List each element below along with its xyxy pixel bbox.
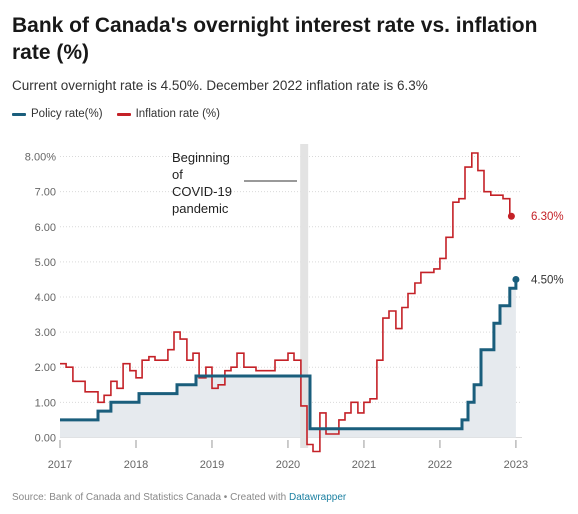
annotation-text: Beginning (172, 150, 230, 165)
chart-footer: Source: Bank of Canada and Statistics Ca… (12, 492, 346, 503)
y-tick-label: 5.00 (35, 257, 56, 269)
inflation-line (60, 152, 515, 453)
legend-item-policy: Policy rate(%) (12, 108, 103, 120)
x-tick-label: 2023 (504, 459, 528, 471)
y-tick-label: 1.00 (35, 397, 56, 409)
x-tick-label: 2021 (352, 459, 376, 471)
policy-end-label: 4.50% (531, 274, 564, 286)
y-tick-label: 6.00 (35, 222, 56, 234)
policy-end-dot (512, 275, 520, 283)
inflation-end-dot (507, 212, 515, 220)
x-tick-label: 2020 (276, 459, 300, 471)
legend-label-policy: Policy rate(%) (31, 108, 103, 120)
x-tick-label: 2018 (124, 459, 148, 471)
legend-swatch-policy (12, 112, 26, 116)
y-tick-label: 4.00 (35, 292, 56, 304)
annotation-text: pandemic (172, 201, 229, 216)
annotation-text: COVID-19 (172, 184, 232, 199)
y-tick-label: 8.00% (25, 152, 56, 164)
footer-source: Source: Bank of Canada and Statistics Ca… (12, 492, 289, 503)
pandemic-band (300, 144, 309, 448)
y-tick-label: 3.00 (35, 327, 56, 339)
annotation-text: of (172, 167, 183, 182)
legend-item-inflation: Inflation rate (%) (116, 108, 220, 120)
x-tick-label: 2022 (428, 459, 452, 471)
policy-area (60, 279, 516, 438)
policy-line (60, 279, 518, 431)
inflation-end-label: 6.30% (531, 211, 564, 223)
legend-label-inflation: Inflation rate (%) (135, 108, 220, 120)
chart-title: Bank of Canada's overnight interest rate… (12, 14, 538, 64)
chart-subtitle: Current overnight rate is 4.50%. Decembe… (12, 78, 428, 93)
chart-legend: Policy rate(%) Inflation rate (%) (12, 108, 220, 120)
x-tick-label: 2019 (200, 459, 224, 471)
y-tick-label: 7.00 (35, 187, 56, 199)
datawrapper-link[interactable]: Datawrapper (289, 492, 347, 503)
y-tick-label: 0.00 (35, 432, 56, 444)
legend-swatch-inflation (116, 112, 131, 116)
x-tick-label: 2017 (48, 459, 72, 471)
y-tick-label: 2.00 (35, 362, 56, 374)
